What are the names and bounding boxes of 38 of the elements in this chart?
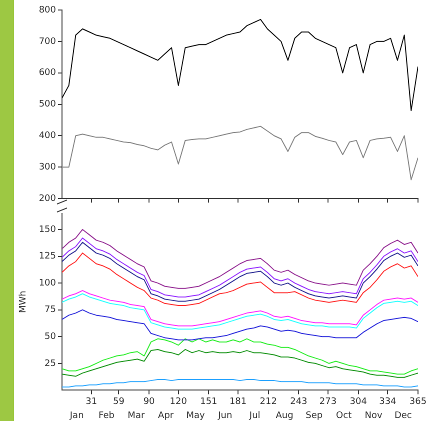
text: Jun <box>217 410 232 421</box>
text: Jul <box>248 410 260 421</box>
x-tick-label: 365 <box>409 396 427 407</box>
x-tick-label: 304 <box>350 396 368 407</box>
y-tick-label: 700 <box>38 36 56 47</box>
y-axis-title: MWh <box>18 290 29 313</box>
y-tick-label: 400 <box>38 131 56 142</box>
text: Apr <box>158 410 174 421</box>
text: Feb <box>98 410 115 421</box>
y-tick-label: 150 <box>38 224 56 235</box>
text: Nov <box>364 410 383 421</box>
x-tick-label: 181 <box>229 396 247 407</box>
y-tick-label: 75 <box>44 305 56 316</box>
y-tick-label: 125 <box>38 252 56 262</box>
x-tick-label: 243 <box>290 396 308 407</box>
x-tick-label: 31 <box>86 396 98 407</box>
text: May <box>186 410 206 421</box>
y-tick-label: 50 <box>44 332 56 342</box>
x-tick-label: 334 <box>379 396 397 407</box>
text: Dec <box>394 410 412 421</box>
text: Mar <box>128 410 145 421</box>
y-tick-label: 200 <box>38 194 56 204</box>
y-tick-label: 600 <box>38 68 56 78</box>
text: Aug <box>276 410 294 421</box>
x-tick-label: 90 <box>143 396 156 407</box>
y-tick-label: 500 <box>38 100 56 110</box>
text: Oct <box>336 410 352 421</box>
y-tick-label: 100 <box>38 278 56 288</box>
text: Jan <box>68 410 84 421</box>
y-tick-label: 25 <box>44 358 56 369</box>
x-tick-label: 151 <box>200 396 218 407</box>
x-tick-label: 273 <box>319 396 337 407</box>
x-tick-label: 59 <box>113 396 125 407</box>
x-tick-label: 120 <box>170 396 188 407</box>
x-tick-label: 212 <box>260 396 277 407</box>
text: Sep <box>306 410 323 421</box>
y-tick-label: 300 <box>38 162 56 173</box>
y-tick-label: 800 <box>38 5 56 16</box>
